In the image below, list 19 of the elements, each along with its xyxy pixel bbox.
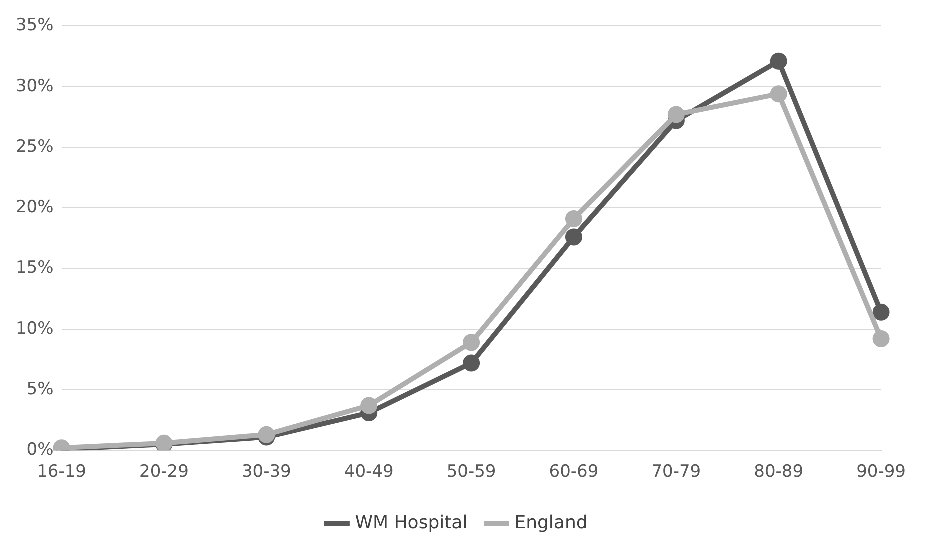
legend-label: England [514, 512, 588, 534]
y-tick-label: 25% [16, 136, 54, 157]
y-tick-label: 10% [16, 318, 54, 339]
x-tick-label: 16-19 [37, 462, 86, 482]
y-tick-label: 20% [16, 198, 54, 218]
x-tick-label: 60-69 [549, 462, 599, 482]
x-tick-label: 30-39 [242, 462, 292, 482]
y-tick-label: 15% [16, 258, 54, 278]
y-tick-label: 30% [16, 76, 54, 96]
x-tick-label: 70-79 [652, 462, 702, 482]
y-tick-label: 0% [26, 440, 54, 460]
x-tick-label: 80-89 [754, 462, 804, 482]
legend-label: WM Hospital [355, 512, 468, 534]
x-tick-label: 50-59 [446, 462, 496, 482]
y-tick-label: 35% [16, 16, 54, 36]
x-tick-label: 90-99 [856, 462, 906, 482]
y-tick-label: 5% [26, 379, 54, 400]
x-tick-label: 20-29 [140, 462, 189, 482]
x-tick-label: 40-49 [344, 462, 394, 482]
